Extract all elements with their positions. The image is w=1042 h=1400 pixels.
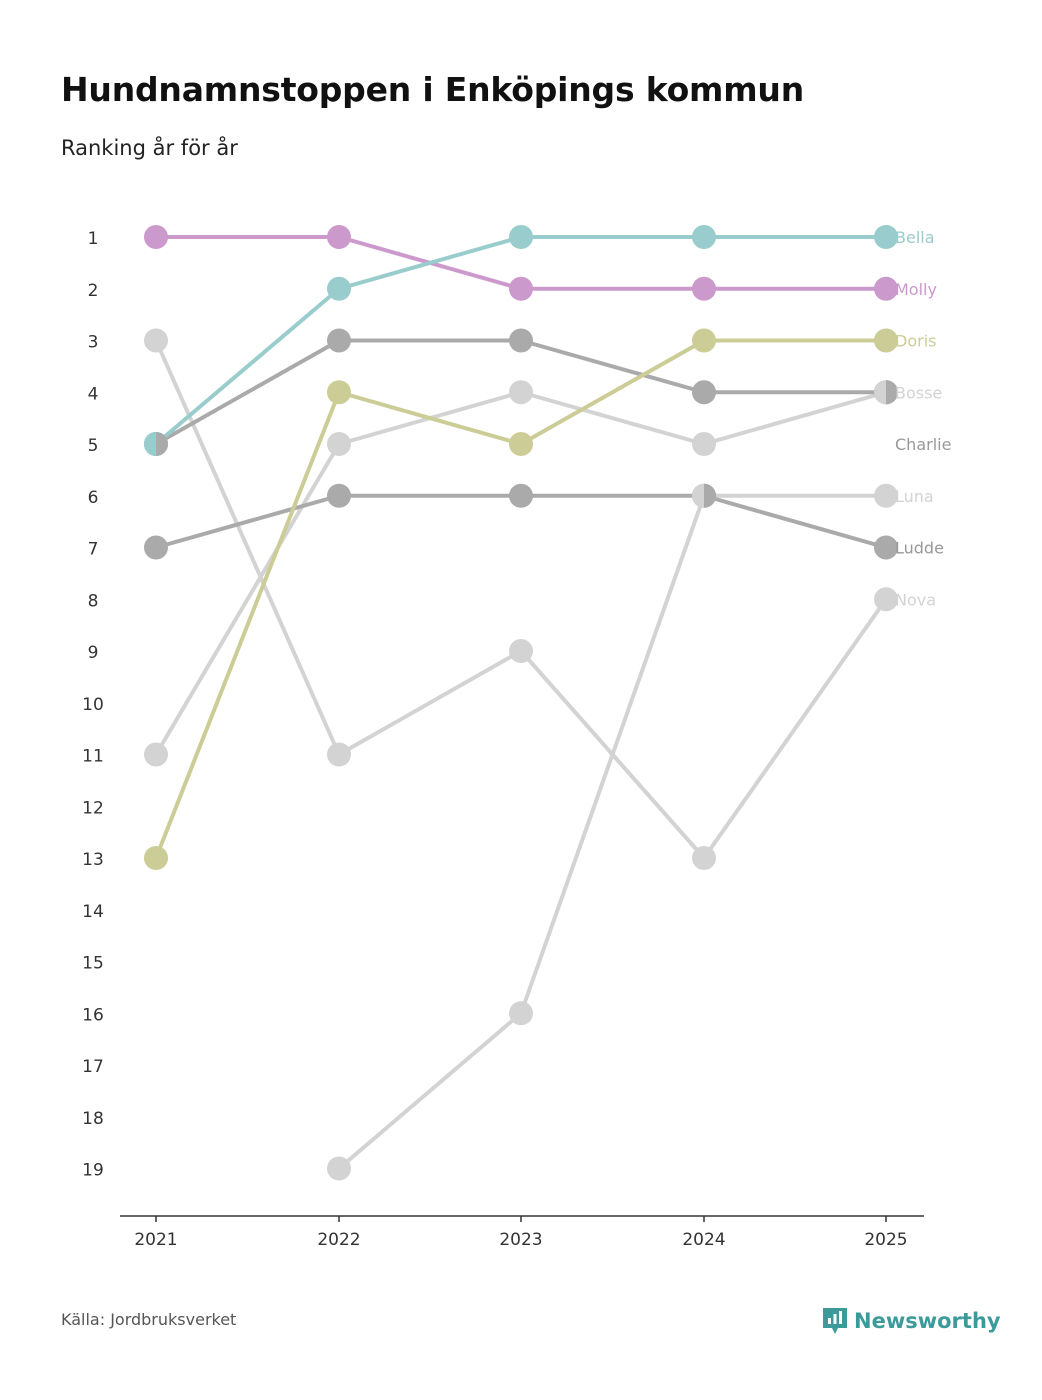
- x-tick-label: 2022: [317, 1230, 360, 1250]
- end-label-bella: Bella: [895, 228, 935, 247]
- end-label-luna: Luna: [895, 487, 934, 506]
- y-tick-label: 13: [82, 850, 104, 870]
- point-molly: [327, 225, 351, 249]
- point-doris: [509, 432, 533, 456]
- y-tick-label: 2: [88, 281, 99, 301]
- y-tick-label: 12: [82, 798, 104, 818]
- point-charlie-line: [692, 380, 716, 405]
- y-tick-label: 15: [82, 954, 104, 974]
- point-charlie-line: [327, 328, 351, 353]
- point-doris: [327, 380, 351, 405]
- x-axis: 2021 2022 2023 2024 2025: [120, 1215, 924, 1250]
- y-tick-label: 19: [82, 1161, 104, 1181]
- series-line-luna: [337, 493, 888, 1171]
- split-marker-right: [156, 432, 168, 456]
- series-line-doris: [154, 338, 888, 860]
- point-bosse: [692, 432, 716, 456]
- y-tick-label: 11: [82, 747, 104, 767]
- point-luna: [509, 1001, 533, 1026]
- y-tick-label: 8: [88, 591, 99, 611]
- point-doris: [144, 846, 168, 870]
- point-molly: [874, 276, 898, 301]
- point-nova: [509, 639, 533, 663]
- x-tick-label: 2021: [134, 1230, 177, 1250]
- series-points: [144, 225, 898, 1181]
- point-bosse: [327, 432, 351, 456]
- y-tick-label: 9: [88, 643, 99, 663]
- end-label-molly: Molly: [895, 280, 937, 299]
- x-tick-label: 2023: [499, 1230, 542, 1250]
- y-tick-label: 1: [88, 229, 99, 249]
- y-tick-label: 6: [88, 488, 99, 508]
- newsworthy-icon: [823, 1308, 847, 1334]
- split-marker-left: [144, 432, 156, 456]
- chart-subtitle: Ranking år för år: [61, 136, 238, 160]
- point-doris: [874, 328, 898, 353]
- y-tick-label: 10: [82, 695, 104, 715]
- split-marker-left: [692, 483, 704, 508]
- end-label-doris: Doris: [895, 332, 936, 351]
- y-tick-label: 7: [88, 540, 99, 560]
- point-bella: [509, 225, 533, 249]
- point-ludde: [144, 535, 168, 560]
- brand-logo[interactable]: Newsworthy: [822, 1306, 1001, 1336]
- point-bella: [874, 225, 898, 249]
- end-label-charlie: Charlie: [895, 435, 951, 454]
- split-marker-right: [886, 380, 898, 405]
- point-ludde: [327, 483, 351, 508]
- point-bella: [327, 276, 351, 301]
- point-molly: [144, 225, 168, 249]
- y-tick-label: 17: [82, 1057, 104, 1077]
- brand-name: Newsworthy: [854, 1309, 1001, 1333]
- y-tick-label: 3: [88, 333, 99, 353]
- chart-title: Hundnamnstoppen i Enköpings kommun: [61, 70, 804, 109]
- source-note: Källa: Jordbruksverket: [61, 1310, 237, 1329]
- point-molly: [692, 276, 716, 301]
- point-doris: [692, 328, 716, 353]
- point-bosse: [144, 742, 168, 767]
- end-label-ludde: Ludde: [895, 539, 944, 558]
- end-label-bosse: Bosse: [895, 383, 942, 402]
- point-nova: [327, 742, 351, 767]
- point-luna: [874, 483, 898, 508]
- point-nova: [144, 328, 168, 353]
- y-tick-label: 5: [88, 436, 99, 456]
- x-tick-label: 2024: [682, 1230, 725, 1250]
- series-lines: [154, 235, 888, 1171]
- x-tick-label: 2025: [864, 1230, 907, 1250]
- y-tick-label: 18: [82, 1109, 104, 1129]
- end-label-nova: Nova: [895, 590, 936, 609]
- point-molly: [509, 276, 533, 301]
- point-charlie-line: [509, 328, 533, 353]
- series-line-nova: [154, 338, 888, 860]
- point-nova: [692, 846, 716, 870]
- y-tick-label: 14: [82, 902, 104, 922]
- point-ludde: [874, 535, 898, 560]
- split-marker-left: [874, 380, 886, 405]
- point-nova: [874, 587, 898, 612]
- y-tick-label: 16: [82, 1005, 104, 1025]
- y-tick-label: 4: [88, 384, 99, 404]
- point-bosse: [509, 380, 533, 405]
- split-marker-right: [704, 483, 716, 508]
- point-luna: [327, 1156, 351, 1181]
- point-bella: [692, 225, 716, 249]
- end-labels: Bella Molly Doris Bosse Charlie Luna Ludde Nova: [895, 228, 951, 609]
- point-ludde: [509, 483, 533, 508]
